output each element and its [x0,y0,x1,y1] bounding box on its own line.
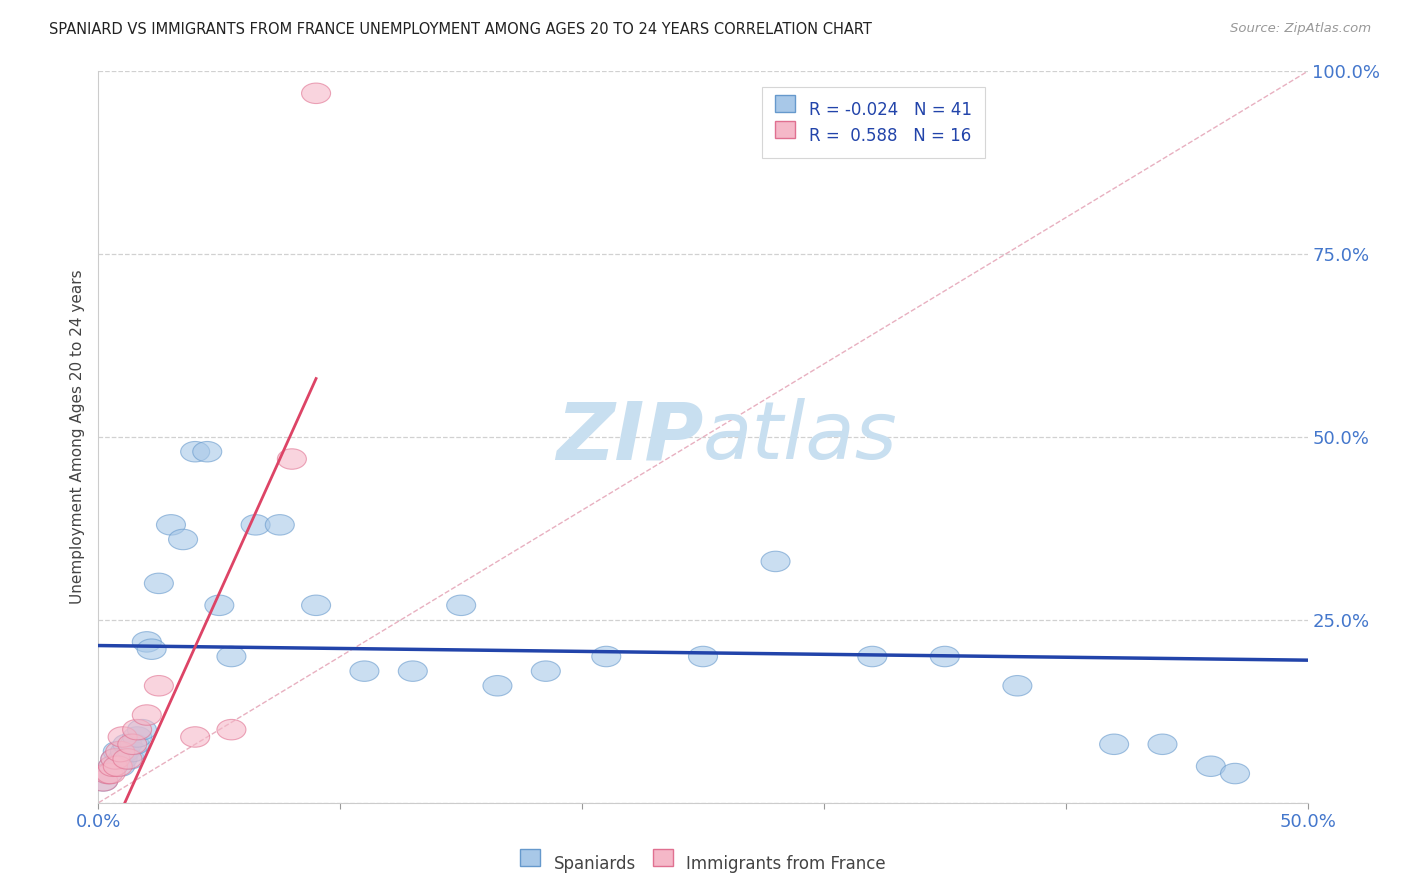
Ellipse shape [217,647,246,666]
Ellipse shape [156,515,186,535]
Text: ZIP: ZIP [555,398,703,476]
Ellipse shape [122,727,152,747]
Ellipse shape [101,748,129,769]
Legend: Spaniards, Immigrants from France: Spaniards, Immigrants from France [513,847,893,880]
Ellipse shape [118,741,146,762]
Ellipse shape [1099,734,1129,755]
Ellipse shape [122,720,152,739]
Ellipse shape [96,764,125,784]
Ellipse shape [447,595,475,615]
Ellipse shape [89,771,118,791]
Ellipse shape [180,442,209,462]
Ellipse shape [118,734,146,755]
Ellipse shape [277,449,307,469]
Ellipse shape [89,771,118,791]
Ellipse shape [108,727,138,747]
Ellipse shape [689,647,717,666]
Ellipse shape [145,675,173,696]
Ellipse shape [1002,675,1032,696]
Ellipse shape [169,529,198,549]
Ellipse shape [111,741,139,762]
Ellipse shape [931,647,959,666]
Ellipse shape [217,720,246,739]
Ellipse shape [592,647,621,666]
Ellipse shape [98,756,128,776]
Ellipse shape [1147,734,1177,755]
Ellipse shape [101,748,129,769]
Ellipse shape [112,734,142,755]
Ellipse shape [112,748,142,769]
Ellipse shape [120,734,149,755]
Text: atlas: atlas [703,398,898,476]
Ellipse shape [103,741,132,762]
Ellipse shape [180,727,209,747]
Legend: R = -0.024   N = 41, R =  0.588   N = 16: R = -0.024 N = 41, R = 0.588 N = 16 [762,87,984,159]
Text: Source: ZipAtlas.com: Source: ZipAtlas.com [1230,22,1371,36]
Ellipse shape [266,515,294,535]
Ellipse shape [1197,756,1226,776]
Ellipse shape [103,756,132,776]
Ellipse shape [350,661,380,681]
Ellipse shape [105,756,135,776]
Ellipse shape [94,764,122,784]
Ellipse shape [761,551,790,572]
Ellipse shape [858,647,887,666]
Ellipse shape [398,661,427,681]
Ellipse shape [301,83,330,103]
Ellipse shape [145,574,173,593]
Ellipse shape [128,720,156,739]
Text: SPANIARD VS IMMIGRANTS FROM FRANCE UNEMPLOYMENT AMONG AGES 20 TO 24 YEARS CORREL: SPANIARD VS IMMIGRANTS FROM FRANCE UNEMP… [49,22,872,37]
Ellipse shape [1220,764,1250,784]
Ellipse shape [115,748,145,769]
Ellipse shape [205,595,233,615]
Ellipse shape [240,515,270,535]
Y-axis label: Unemployment Among Ages 20 to 24 years: Unemployment Among Ages 20 to 24 years [69,269,84,605]
Ellipse shape [531,661,561,681]
Ellipse shape [132,632,162,652]
Ellipse shape [301,595,330,615]
Ellipse shape [482,675,512,696]
Ellipse shape [98,756,128,776]
Ellipse shape [193,442,222,462]
Ellipse shape [105,741,135,762]
Ellipse shape [138,639,166,659]
Ellipse shape [108,748,138,769]
Ellipse shape [132,705,162,725]
Ellipse shape [94,764,122,784]
